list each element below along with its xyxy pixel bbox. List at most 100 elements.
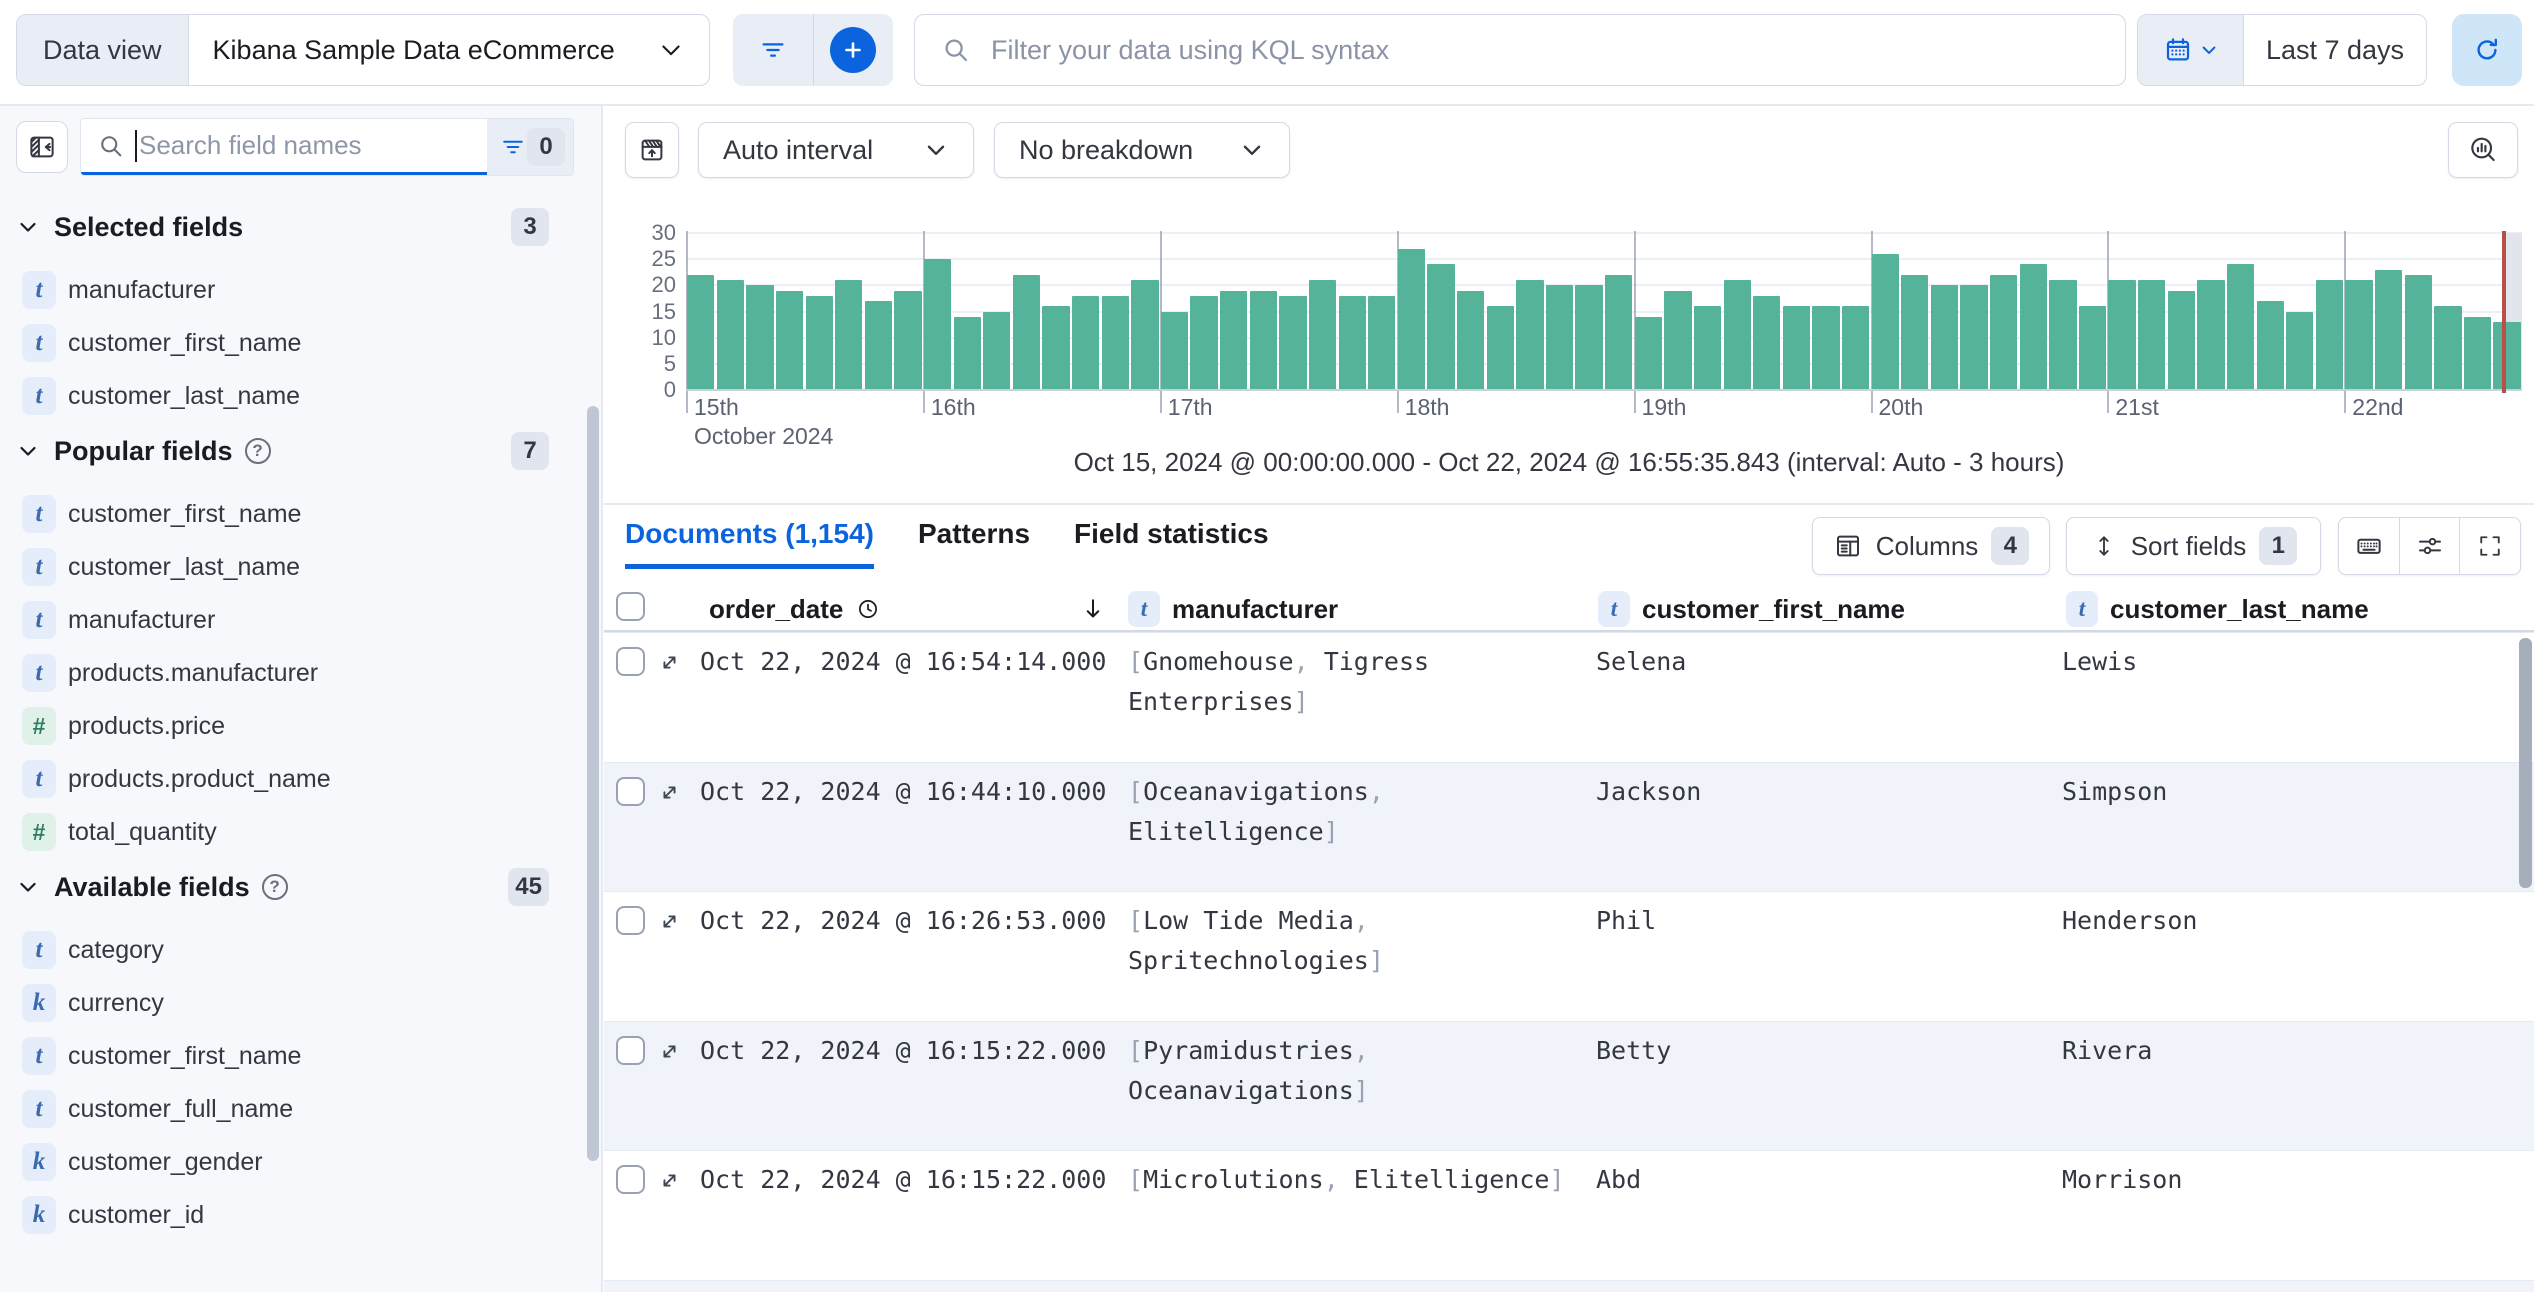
tab-documents[interactable]: Documents (1,154) [625, 518, 874, 569]
row-checkbox[interactable] [616, 1035, 645, 1065]
field-type-token: t [2066, 591, 2098, 627]
field-name: products.manufacturer [68, 658, 319, 687]
table-row: Oct 22, 2024 @ 16:54:14.000 [Gnomehouse,… [604, 632, 2534, 762]
time-range-value[interactable]: Last 7 days [2265, 34, 2405, 65]
histogram-bar [1693, 306, 1722, 390]
date-picker-button[interactable] [2138, 15, 2244, 85]
row-checkbox[interactable] [616, 647, 645, 676]
sort-count-badge: 1 [2259, 527, 2298, 565]
x-axis-label: 17th [1167, 394, 1213, 420]
filter-icon [499, 133, 527, 161]
histogram-bar [2226, 264, 2255, 390]
histogram-bar [864, 301, 893, 390]
histogram-bar [1516, 280, 1544, 390]
histogram-bar [1131, 280, 1159, 390]
histogram-bar [746, 285, 774, 390]
histogram-bar [1782, 306, 1811, 390]
tab-field-statistics[interactable]: Field statistics [1074, 518, 1269, 549]
fullscreen-button[interactable] [2459, 518, 2520, 574]
field-filter-button[interactable]: 0 [487, 119, 573, 175]
field-item-customer_first_name[interactable]: t customer_first_name [16, 493, 549, 535]
row-checkbox[interactable] [616, 906, 645, 935]
field-type-token: t [22, 271, 56, 309]
section-header-popular-fields[interactable]: Popular fields? 7 [16, 428, 549, 474]
column-header-order-date[interactable]: order_date [709, 588, 881, 630]
field-item-products.manufacturer[interactable]: t products.manufacturer [16, 652, 549, 694]
column-header-customer-last-name[interactable]: t customer_last_name [2066, 588, 2369, 630]
section-header-selected-fields[interactable]: Selected fields 3 [16, 204, 549, 250]
breakdown-dropdown[interactable]: No breakdown [994, 122, 1290, 178]
field-item-customer_first_name[interactable]: t customer_first_name [16, 322, 549, 364]
field-name: products.price [68, 711, 226, 740]
sort-descending-icon[interactable] [1078, 588, 1108, 630]
explore-in-lens-button[interactable] [2448, 122, 2518, 178]
field-item-customer_last_name[interactable]: t customer_last_name [16, 375, 549, 417]
histogram-bar [2493, 322, 2521, 390]
help-icon[interactable]: ? [261, 874, 288, 900]
select-all-checkbox[interactable] [616, 592, 645, 621]
field-item-currency[interactable]: k currency [16, 982, 549, 1024]
section-header-available-fields[interactable]: Available fields? 45 [16, 864, 549, 910]
field-item-products.price[interactable]: # products.price [16, 705, 549, 747]
filter-icon [758, 35, 788, 65]
x-axis-label: 19th [1641, 394, 1687, 420]
columns-button[interactable]: Columns 4 [1812, 517, 2050, 575]
column-header-manufacturer[interactable]: t manufacturer [1128, 588, 1338, 630]
row-checkbox[interactable] [616, 1165, 645, 1194]
cell-customer-last-name: Morrison [2062, 1165, 2183, 1194]
kql-search-input[interactable]: Filter your data using KQL syntax [914, 14, 2126, 86]
y-axis-label: 30 [651, 220, 676, 245]
field-item-customer_last_name[interactable]: t customer_last_name [16, 546, 549, 588]
column-header-customer-first-name[interactable]: t customer_first_name [1598, 588, 1905, 630]
data-view-selector[interactable]: Kibana Sample Data eCommerce [189, 35, 709, 66]
table-header: order_date t manufacturer t customer_fir… [604, 588, 2534, 632]
sidebar-scrollbar[interactable] [587, 406, 599, 1161]
tab-patterns[interactable]: Patterns [917, 518, 1031, 549]
x-axis-label: 20th [1878, 394, 1924, 420]
field-type-token: t [22, 495, 56, 533]
field-item-customer_gender[interactable]: k customer_gender [16, 1141, 549, 1183]
expand-document-icon[interactable] [656, 779, 683, 806]
histogram-bar [2345, 280, 2373, 390]
search-icon [941, 35, 971, 65]
histogram-bar [1960, 285, 1988, 390]
histogram-bar [983, 311, 1011, 390]
row-checkbox[interactable] [616, 776, 645, 806]
field-item-manufacturer[interactable]: t manufacturer [16, 599, 549, 641]
expand-document-icon[interactable] [656, 1167, 683, 1194]
kql-placeholder: Filter your data using KQL syntax [991, 34, 1390, 65]
gridline [686, 232, 2522, 234]
field-item-manufacturer[interactable]: t manufacturer [16, 269, 549, 311]
interval-dropdown[interactable]: Auto interval [698, 122, 974, 178]
help-icon[interactable]: ? [244, 438, 271, 464]
expand-document-icon[interactable] [656, 908, 683, 935]
section-count-badge: 45 [508, 868, 549, 906]
filter-button[interactable] [733, 14, 814, 86]
expand-document-icon[interactable] [656, 649, 683, 676]
sort-fields-button[interactable]: Sort fields 1 [2066, 517, 2321, 575]
row-height-button[interactable] [2398, 518, 2460, 574]
divider [604, 503, 2534, 505]
field-item-customer_first_name[interactable]: t customer_first_name [16, 1035, 549, 1077]
table-scrollbar[interactable] [2519, 638, 2532, 888]
field-search-input[interactable]: Search field names [81, 119, 487, 175]
histogram-bar [687, 274, 715, 390]
field-item-products.product_name[interactable]: t products.product_name [16, 758, 549, 800]
add-filter-button[interactable] [814, 27, 894, 73]
data-view-control[interactable]: Data view Kibana Sample Data eCommerce [16, 14, 710, 86]
field-type-token: k [22, 984, 56, 1022]
density-button[interactable] [2339, 518, 2399, 574]
table-row: Oct 22, 2024 @ 16:26:53.000 [Low Tide Me… [604, 891, 2534, 1021]
table-row: Oct 22, 2024 @ 16:44:10.000 [Oceanavigat… [604, 761, 2534, 891]
hide-chart-button[interactable] [625, 122, 679, 178]
field-name: customer_last_name [68, 381, 301, 410]
cell-manufacturer: [Microlutions, Elitelligence] [1128, 1165, 1565, 1194]
collapse-sidebar-button[interactable] [16, 121, 68, 173]
field-item-total_quantity[interactable]: # total_quantity [16, 811, 549, 853]
refresh-button[interactable] [2452, 14, 2522, 86]
expand-document-icon[interactable] [656, 1038, 683, 1065]
field-item-customer_full_name[interactable]: t customer_full_name [16, 1088, 549, 1130]
field-item-category[interactable]: t category [16, 929, 549, 971]
field-item-customer_id[interactable]: k customer_id [16, 1194, 549, 1236]
x-axis-month-label: October 2024 [694, 423, 834, 449]
